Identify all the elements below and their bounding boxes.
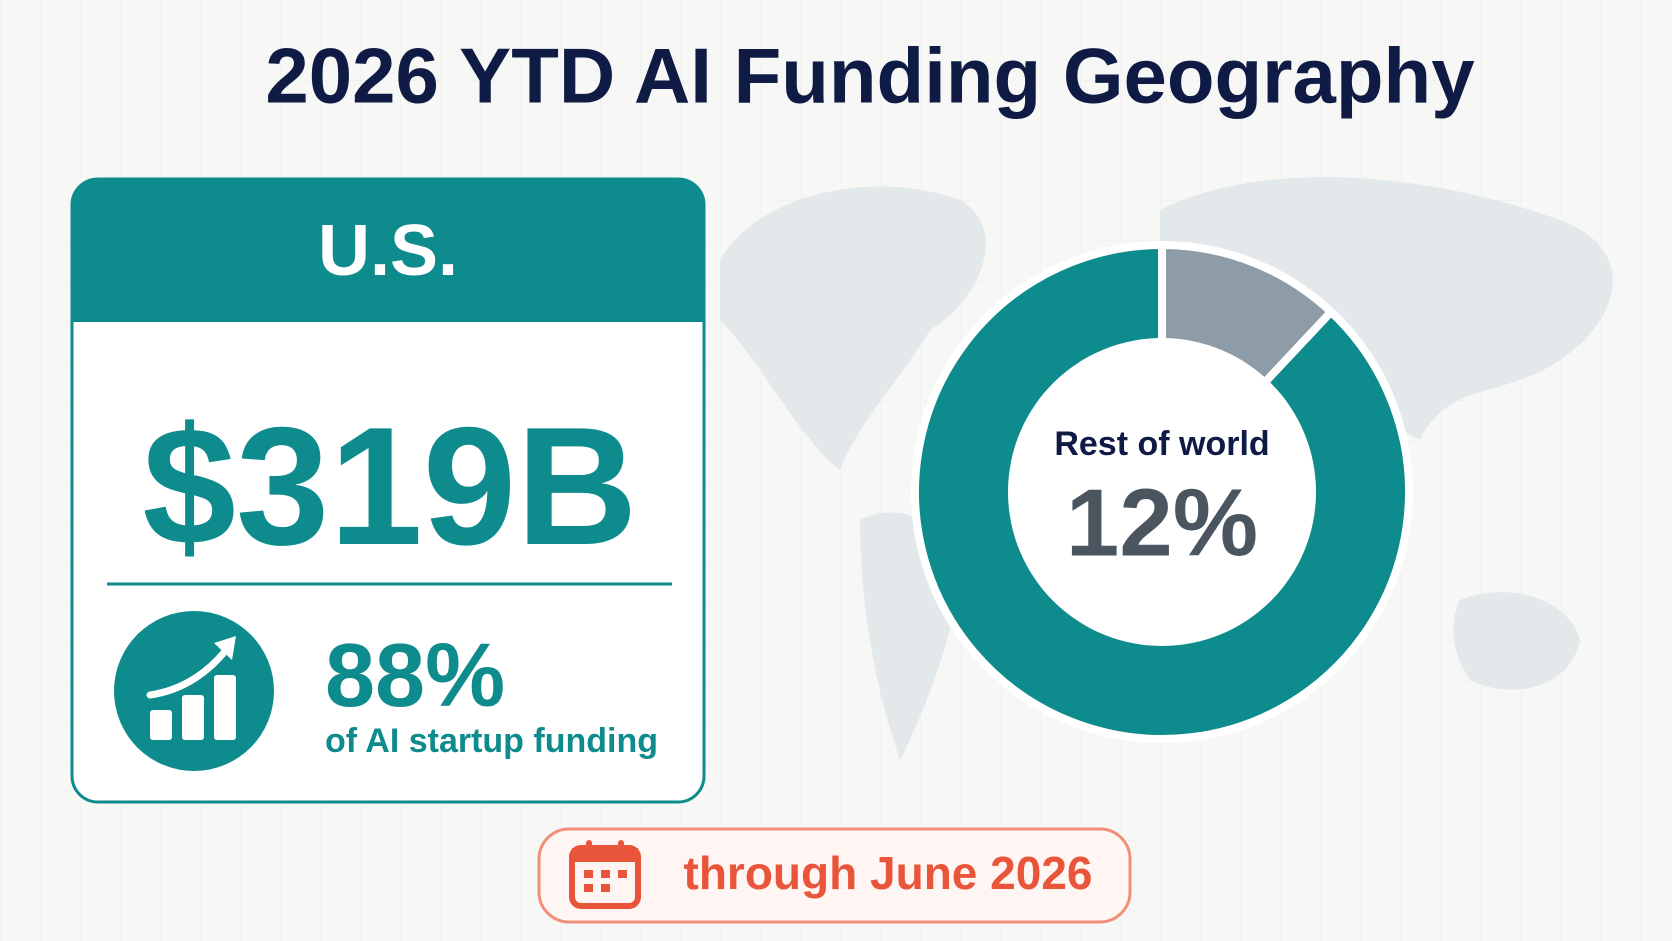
card-header: U.S.	[318, 211, 458, 291]
us-share: 88%	[325, 626, 505, 726]
chart-title: 2026 YTD AI Funding Geography	[265, 32, 1474, 120]
slice-label: Rest of world	[1054, 425, 1269, 463]
date-pill: through June 2026	[537, 827, 1132, 924]
us-share-caption: of AI startup funding	[325, 722, 658, 760]
slice-value-label: 12%	[1066, 469, 1258, 576]
us-card: U.S. $319B 88% of AI startup funding	[70, 177, 706, 804]
date-range: through June 2026	[684, 847, 1093, 899]
donut-hole	[1008, 338, 1316, 646]
total-amount: $319B	[142, 392, 637, 580]
